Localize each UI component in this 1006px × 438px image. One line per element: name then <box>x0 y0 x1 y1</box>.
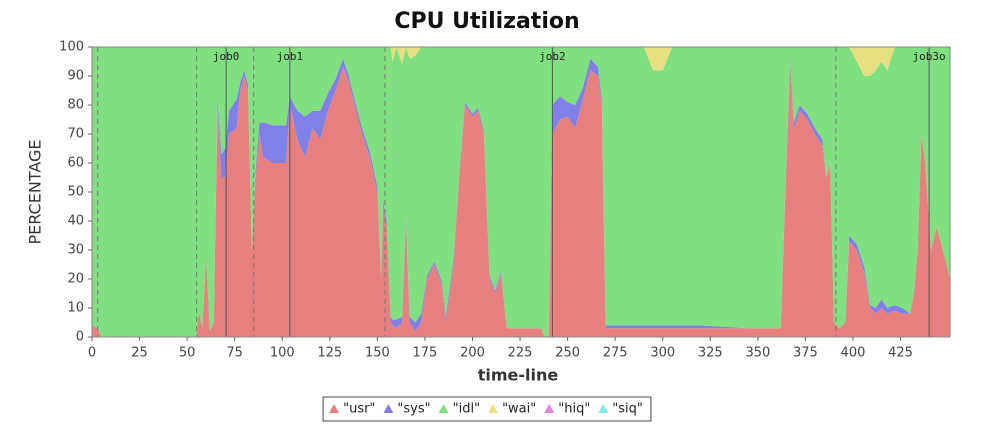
legend-marker <box>544 404 555 413</box>
job-label: job3o <box>913 50 946 63</box>
legend-marker <box>329 404 340 413</box>
x-tick-label: 400 <box>841 346 866 361</box>
job-label: job2 <box>539 50 566 63</box>
y-tick-label: 40 <box>67 214 84 229</box>
y-tick-label: 100 <box>59 40 84 55</box>
job-label: job1 <box>277 50 304 63</box>
legend-label: "hiq" <box>558 402 590 417</box>
legend-marker <box>488 404 499 413</box>
y-tick-label: 20 <box>67 272 84 287</box>
x-tick-label: 250 <box>555 346 580 361</box>
legend: "usr" "sys" "idl" "wai" "hiq" "siq" <box>322 396 652 422</box>
y-tick-label: 10 <box>67 301 84 316</box>
x-tick-label: 325 <box>698 346 723 361</box>
x-tick-label: 375 <box>793 346 818 361</box>
x-tick-label: 75 <box>226 346 243 361</box>
x-tick-label: 200 <box>460 346 485 361</box>
x-tick-label: 50 <box>179 346 196 361</box>
y-tick-label: 30 <box>67 243 84 258</box>
y-tick-label: 0 <box>76 330 84 345</box>
legend-marker <box>598 404 609 413</box>
area <box>92 55 950 337</box>
legend-label: "sys" <box>397 402 430 417</box>
area <box>92 47 950 76</box>
y-axis-label: PERCENTAGE <box>26 139 45 244</box>
y-tick-label: 50 <box>67 185 84 200</box>
x-tick-label: 350 <box>745 346 770 361</box>
job-label: job0 <box>213 50 240 63</box>
x-tick-label: 300 <box>650 346 675 361</box>
x-tick-label: 25 <box>131 346 148 361</box>
y-tick-label: 70 <box>67 127 84 142</box>
x-tick-label: 125 <box>317 346 342 361</box>
legend-marker <box>438 404 449 413</box>
x-tick-label: 225 <box>508 346 533 361</box>
x-tick-label: 425 <box>888 346 913 361</box>
legend-label: "idl" <box>453 402 480 417</box>
area <box>92 47 950 337</box>
legend-marker <box>383 404 394 413</box>
legend-label: "siq" <box>612 402 643 417</box>
y-tick-label: 60 <box>67 156 84 171</box>
x-tick-label: 275 <box>603 346 628 361</box>
x-tick-label: 100 <box>270 346 295 361</box>
chart-title: CPU Utilization <box>394 9 579 34</box>
y-tick-label: 90 <box>67 69 84 84</box>
legend-label: "wai" <box>502 402 536 417</box>
y-tick-label: 80 <box>67 98 84 113</box>
x-tick-label: 175 <box>413 346 438 361</box>
legend-label: "usr" <box>343 402 375 417</box>
x-tick-label: 0 <box>88 346 96 361</box>
x-tick-label: 150 <box>365 346 390 361</box>
x-axis-label: time-line <box>478 366 559 385</box>
area <box>92 61 950 337</box>
legend-box <box>322 396 652 422</box>
